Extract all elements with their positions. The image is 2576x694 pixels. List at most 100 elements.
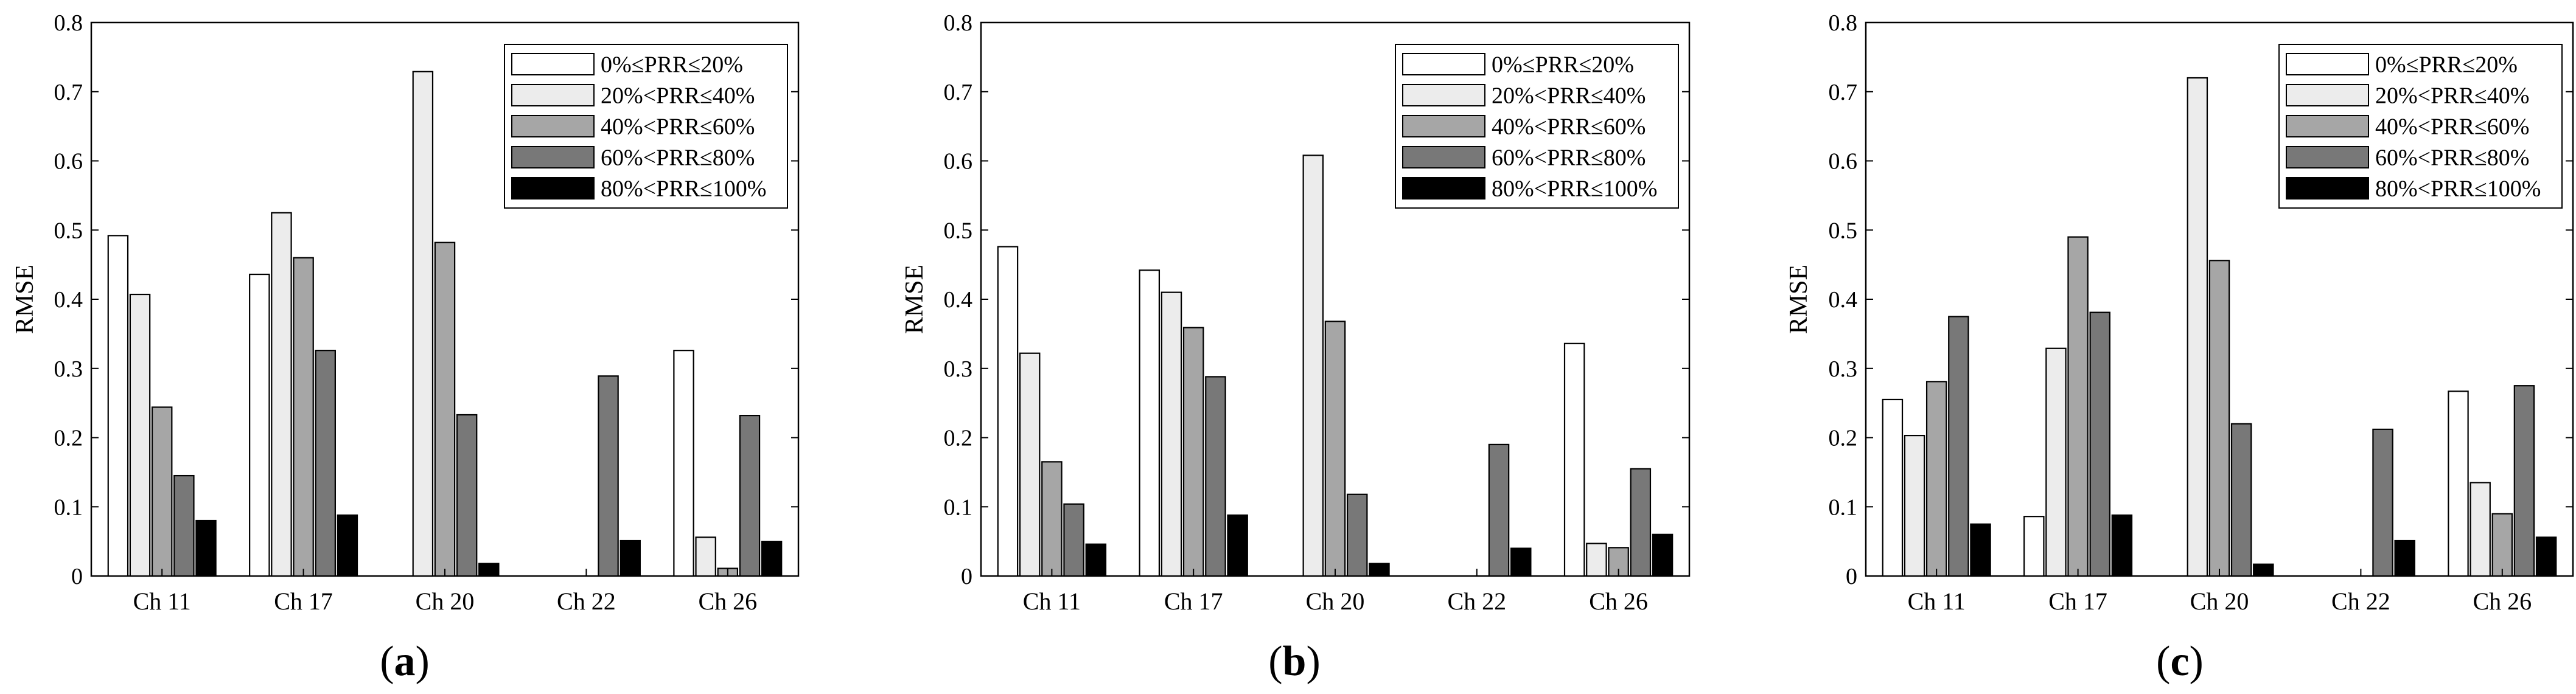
legend-label: 0%≤PRR≤20% xyxy=(601,52,743,78)
bar-ch17-series-4 xyxy=(1227,514,1248,577)
bar-ch11-series-2 xyxy=(151,406,173,577)
panel-label-close-paren: ) xyxy=(2190,638,2204,685)
bar-ch22-series-4 xyxy=(1510,547,1532,577)
bar-ch26-series-3 xyxy=(2513,385,2535,577)
legend-swatch xyxy=(511,146,595,168)
y-tick-label: 0.3 xyxy=(54,356,83,382)
panel-label-open-paren: ( xyxy=(1268,638,1282,685)
x-tick-label: Ch 26 xyxy=(698,588,757,615)
legend-label: 40%<PRR≤60% xyxy=(1492,114,1646,140)
bar-ch17-series-4 xyxy=(2111,514,2133,577)
panel-label: (b) xyxy=(1268,638,1321,685)
chart-panel-a: 0 0.1 0.2 0.3 0.4 0.5 0.6 0.7 0.8 RMSE Ch 11 Ch 17 C… xyxy=(11,10,800,685)
legend-label: 80%<PRR≤100% xyxy=(1492,176,1657,202)
bar-ch22-series-3 xyxy=(1488,443,1510,577)
bar-ch11-series-3 xyxy=(173,474,195,577)
legend-swatch xyxy=(511,115,595,137)
x-tick-label: Ch 26 xyxy=(2473,588,2532,615)
y-tick-label: 0.6 xyxy=(1829,149,1858,175)
y-tick-label: 0.7 xyxy=(1829,80,1858,105)
bar-ch11-series-1 xyxy=(1019,352,1041,577)
x-tick-label: Ch 20 xyxy=(416,588,475,615)
y-tick-label: 0.5 xyxy=(1829,218,1858,243)
bar-ch11-series-3 xyxy=(1063,503,1084,577)
bar-ch17-series-2 xyxy=(293,257,314,577)
bar-ch11-series-0 xyxy=(997,246,1019,577)
y-tick-label: 0.2 xyxy=(1829,426,1858,451)
bar-ch20-series-1 xyxy=(412,71,434,577)
legend-label: 20%<PRR≤40% xyxy=(2375,83,2529,109)
x-tick-label: Ch 22 xyxy=(1447,588,1506,615)
bar-ch17-series-4 xyxy=(337,514,358,577)
y-tick-label: 0.4 xyxy=(54,287,83,313)
x-tick-label: Ch 17 xyxy=(2048,588,2107,615)
x-tick-label: Ch 20 xyxy=(1306,588,1365,615)
y-tick-label: 0.8 xyxy=(54,10,83,36)
y-axis-label: RMSE xyxy=(11,265,39,334)
panel-label-letter: b xyxy=(1283,638,1307,685)
bar-ch20-series-1 xyxy=(2187,77,2208,577)
bar-ch26-series-4 xyxy=(1652,533,1674,577)
panel-label: (a) xyxy=(380,638,430,685)
legend-label: 0%≤PRR≤20% xyxy=(1492,52,1634,78)
y-tick-label: 0.8 xyxy=(1829,10,1858,36)
bar-ch11-series-2 xyxy=(1041,461,1063,577)
legend-swatch xyxy=(511,84,595,106)
panel-label: (c) xyxy=(2156,638,2204,685)
y-tick-label: 0.3 xyxy=(1829,356,1858,382)
y-tick-label: 0.5 xyxy=(54,218,83,243)
y-tick-label: 0.8 xyxy=(944,10,973,36)
panel-label-open-paren: ( xyxy=(2156,638,2170,685)
bar-ch11-series-2 xyxy=(1925,381,1947,577)
x-tick-label: Ch 26 xyxy=(1589,588,1648,615)
x-tick-label: Ch 17 xyxy=(1164,588,1223,615)
legend-label: 20%<PRR≤40% xyxy=(1492,83,1646,109)
bar-ch11-series-4 xyxy=(195,519,217,577)
legend-swatch xyxy=(2286,84,2369,106)
legend-swatch xyxy=(1402,53,1485,75)
legend-swatch xyxy=(2286,115,2369,137)
legend-swatch xyxy=(1402,115,1485,137)
bar-ch11-series-1 xyxy=(1904,434,1925,577)
bar-ch20-series-3 xyxy=(1346,493,1368,577)
bar-ch17-series-1 xyxy=(271,212,292,577)
legend-label: 0%≤PRR≤20% xyxy=(2375,52,2518,78)
panel-label-letter: c xyxy=(2170,638,2189,685)
y-tick-label: 0.4 xyxy=(1829,287,1858,313)
bar-ch26-series-1 xyxy=(1586,543,1607,577)
bar-ch20-series-3 xyxy=(2230,423,2252,577)
bar-ch20-series-2 xyxy=(2208,260,2230,577)
bar-ch11-series-1 xyxy=(129,293,151,577)
legend-label: 40%<PRR≤60% xyxy=(2375,114,2529,140)
bar-ch26-series-1 xyxy=(2470,482,2491,577)
legend-swatch xyxy=(1402,177,1485,200)
bar-ch26-series-3 xyxy=(1630,468,1652,577)
bar-ch17-series-2 xyxy=(2067,236,2089,577)
bar-ch26-series-4 xyxy=(761,541,783,577)
y-tick-label: 0.1 xyxy=(1829,494,1858,520)
chart-panel-c: 0 0.1 0.2 0.3 0.4 0.5 0.6 0.7 0.8 RMSE Ch 11 Ch 17 C… xyxy=(1785,10,2574,685)
x-tick-label: Ch 11 xyxy=(1908,588,1966,615)
legend-label: 40%<PRR≤60% xyxy=(601,114,755,140)
bar-ch17-series-1 xyxy=(2045,347,2067,577)
bar-ch22-series-4 xyxy=(620,540,641,577)
panel-label-close-paren: ) xyxy=(416,638,430,685)
bar-ch11-series-4 xyxy=(1970,523,1991,577)
bar-ch26-series-0 xyxy=(2448,390,2469,577)
bar-ch17-series-3 xyxy=(315,350,336,577)
legend-swatch xyxy=(511,53,595,75)
legend-label: 60%<PRR≤80% xyxy=(1492,145,1646,171)
y-tick-label: 0.1 xyxy=(944,494,973,520)
bar-ch17-series-0 xyxy=(249,273,270,577)
panel-label-open-paren: ( xyxy=(380,638,394,685)
panel-label-close-paren: ) xyxy=(1306,638,1320,685)
y-tick-label: 0.2 xyxy=(944,426,973,451)
y-tick-label: 0.2 xyxy=(54,426,83,451)
bar-ch22-series-4 xyxy=(2394,540,2415,577)
bar-ch22-series-3 xyxy=(598,375,619,577)
legend-swatch xyxy=(511,177,595,200)
bar-ch20-series-4 xyxy=(2253,563,2274,577)
bar-ch17-series-1 xyxy=(1161,291,1182,577)
bar-ch11-series-0 xyxy=(1882,398,1904,577)
y-tick-label: 0.7 xyxy=(54,80,83,105)
